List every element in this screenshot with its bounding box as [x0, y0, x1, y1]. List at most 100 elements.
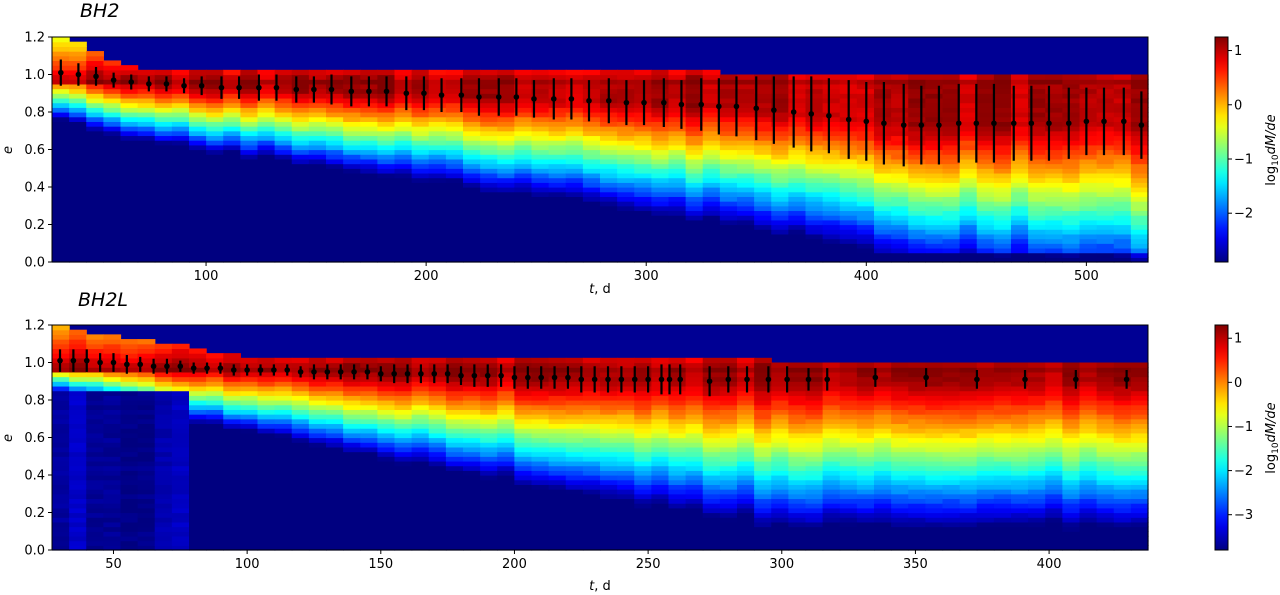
x-tick-label: 350	[903, 557, 928, 572]
panel-title-bh2: BH2	[80, 0, 119, 22]
y-tick-label: 0.0	[24, 256, 45, 271]
colorbar-scale-bh2	[1214, 36, 1229, 263]
panel-bh2: BH2 100 200 300 400 500 0.0 0.2 0.4 0.6 0.8 1.0 1.…	[1, 0, 1280, 297]
median-point	[591, 366, 598, 393]
median-point	[1138, 91, 1145, 159]
x-axis-label-bh2: t, d	[589, 282, 611, 297]
median-point	[328, 74, 335, 105]
median-point	[498, 364, 504, 387]
colorbar-tick-label: 0	[1234, 98, 1242, 113]
median-point	[936, 85, 942, 165]
colorbar-label-bh2l: log10dM/de	[1264, 402, 1280, 473]
x-tick-label: 250	[636, 557, 661, 572]
median-point	[955, 83, 962, 163]
median-point	[1010, 85, 1017, 161]
x-ticks-bh2: 100 200 300 400 500	[194, 262, 1099, 284]
median-point	[790, 76, 797, 148]
x-tick-label: 300	[634, 269, 659, 284]
y-tick-label: 1.2	[24, 319, 45, 334]
panel-bh2l: BH2L 50 100 150 200 250 300 350 400 0.00.20.40.…	[1, 289, 1280, 594]
median-point	[1123, 370, 1130, 389]
median-point	[256, 74, 262, 101]
y-tick-label: 0.0	[24, 544, 45, 559]
median-point	[618, 366, 625, 393]
median-point	[826, 78, 832, 154]
y-ticks-bh2l: 0.0 0.2 0.4 0.6 0.8 1.0 1.2	[24, 319, 52, 559]
median-point	[431, 364, 438, 384]
y-axis-label-bh2l: e	[1, 434, 16, 442]
median-point	[273, 74, 280, 101]
median-point	[1101, 87, 1107, 156]
colorbar-tick-label: 1	[1234, 332, 1242, 347]
median-point	[495, 78, 502, 116]
y-tick-label: 0.4	[24, 181, 45, 196]
y-tick-label: 1.0	[24, 68, 45, 83]
y-ticks-bh2: 0.0 0.2 0.4 0.6 0.8 1.0 1.2	[24, 31, 52, 271]
median-point	[805, 368, 812, 391]
median-point	[230, 364, 237, 376]
median-point	[765, 366, 772, 393]
median-point	[725, 366, 732, 393]
median-point	[991, 83, 997, 163]
median-point	[550, 78, 557, 120]
colorbar-tick-label: 0	[1234, 376, 1242, 391]
median-point	[198, 76, 205, 96]
median-point	[586, 80, 592, 122]
median-point	[458, 366, 464, 385]
median-point	[476, 78, 482, 116]
colorbar-tick-label: −2	[1234, 464, 1253, 479]
median-point	[531, 80, 537, 118]
median-point	[57, 349, 63, 372]
median-point	[177, 360, 184, 372]
median-point	[974, 370, 980, 389]
median-point	[1046, 85, 1052, 161]
median-point	[124, 355, 130, 374]
median-point	[311, 364, 317, 380]
y-tick-label: 0.4	[24, 469, 45, 484]
y-tick-label: 0.6	[24, 143, 45, 158]
median-point	[744, 366, 750, 393]
median-point	[565, 366, 571, 389]
median-point	[678, 80, 685, 129]
median-point	[1083, 87, 1090, 156]
median-point	[568, 78, 575, 120]
median-point	[923, 368, 929, 387]
median-point	[444, 364, 451, 384]
median-point	[70, 349, 77, 372]
x-tick-label: 400	[854, 269, 879, 284]
colorbar-ticks-bh2: −2 −1 0 1	[1228, 44, 1253, 222]
colorbar-tick-label: 1	[1234, 44, 1242, 59]
median-point	[351, 364, 357, 380]
median-point	[666, 364, 673, 395]
median-point	[150, 358, 157, 374]
median-point	[458, 78, 465, 112]
median-point	[58, 59, 64, 86]
median-point	[631, 366, 638, 393]
median-point	[784, 366, 790, 393]
median-point	[661, 78, 667, 127]
median-point	[1073, 370, 1079, 389]
median-point	[404, 364, 411, 384]
median-point	[418, 364, 424, 384]
median-point	[845, 80, 852, 159]
x-tick-label: 100	[194, 269, 219, 284]
colorbar-tick-label: −1	[1234, 420, 1253, 435]
median-point	[551, 366, 558, 389]
median-point	[716, 78, 722, 135]
median-point	[872, 368, 879, 387]
x-tick-label: 100	[235, 557, 260, 572]
median-point	[97, 353, 103, 372]
median-point	[513, 78, 520, 116]
y-axis-label-bh2: e	[1, 146, 16, 154]
x-axis-label-bh2l: t, d	[589, 579, 611, 594]
median-point	[244, 364, 250, 376]
y-tick-label: 0.2	[24, 506, 45, 521]
median-point	[698, 78, 705, 131]
median-point	[284, 364, 291, 376]
median-point	[83, 349, 90, 372]
median-point	[337, 364, 344, 380]
median-point	[623, 80, 630, 126]
median-point	[311, 76, 317, 103]
median-point	[403, 76, 410, 111]
median-eccentricity-series-bh2l	[57, 349, 1130, 397]
